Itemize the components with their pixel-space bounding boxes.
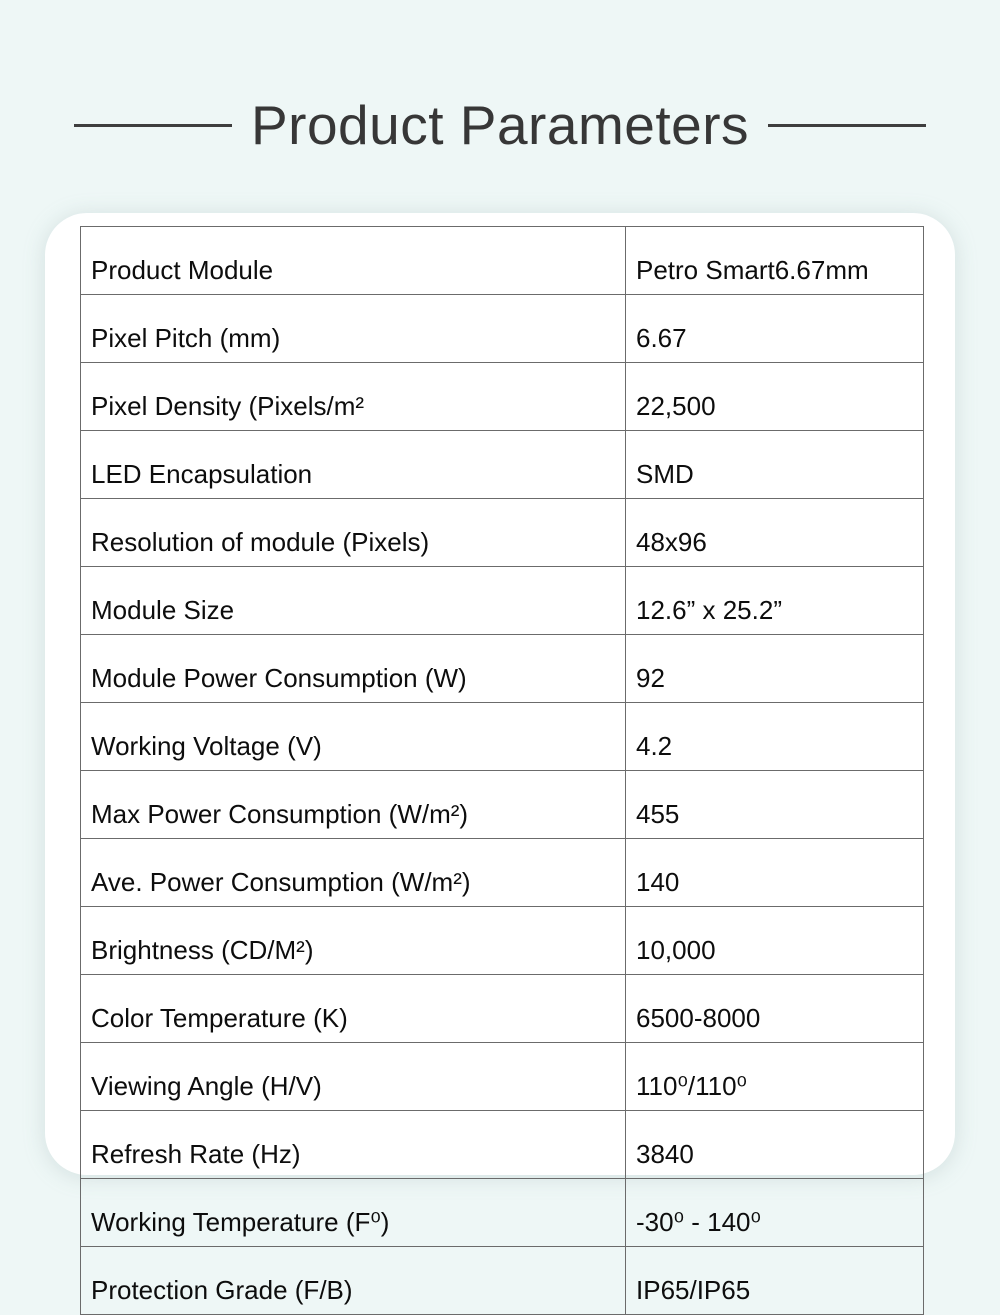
table-body: Product Module Petro Smart6.67mm Pixel P… [80, 226, 924, 1315]
parameter-value-cell: -30⁰ - 140⁰ [625, 1178, 924, 1247]
parameter-name-cell: Brightness (CD/M²) [80, 906, 626, 975]
table-row: Brightness (CD/M²) 10,000 [80, 906, 924, 975]
parameter-name-cell: Ave. Power Consumption (W/m²) [80, 838, 626, 907]
table-row: Pixel Density (Pixels/m² 22,500 [80, 362, 924, 431]
table-row: Max Power Consumption (W/m²) 455 [80, 770, 924, 839]
table-row: Resolution of module (Pixels) 48x96 [80, 498, 924, 567]
parameter-name-cell: Resolution of module (Pixels) [80, 498, 626, 567]
parameter-name-cell: Color Temperature (K) [80, 974, 626, 1043]
title-decorative-line-left [73, 123, 232, 127]
parameter-value-cell: Petro Smart6.67mm [625, 226, 924, 295]
parameter-value-cell: 22,500 [625, 362, 924, 431]
parameter-value-cell: 110⁰/110⁰ [625, 1042, 924, 1111]
table-row: Pixel Pitch (mm) 6.67 [80, 294, 924, 363]
parameter-name-cell: Refresh Rate (Hz) [80, 1110, 626, 1179]
parameter-value-cell: 48x96 [625, 498, 924, 567]
parameters-card: Product Module Petro Smart6.67mm Pixel P… [45, 213, 955, 1315]
parameter-value-cell: 4.2 [625, 702, 924, 771]
parameter-name-cell: Module Size [80, 566, 626, 635]
parameter-name-cell: Viewing Angle (H/V) [80, 1042, 626, 1111]
parameter-name-cell: Module Power Consumption (W) [80, 634, 626, 703]
table-row: Refresh Rate (Hz) 3840 [80, 1110, 924, 1179]
parameter-value-cell: IP65/IP65 [625, 1246, 924, 1315]
parameter-name-cell: Max Power Consumption (W/m²) [80, 770, 626, 839]
page-title: Product Parameters [250, 94, 750, 156]
parameter-name-cell: Working Temperature (F⁰) [80, 1178, 626, 1247]
table-row: Ave. Power Consumption (W/m²) 140 [80, 838, 924, 907]
table-row: LED Encapsulation SMD [80, 430, 924, 499]
parameter-name-cell: Pixel Density (Pixels/m² [80, 362, 626, 431]
table-row: Module Size 12.6” x 25.2” [80, 566, 924, 635]
table-row: Protection Grade (F/B) IP65/IP65 [80, 1246, 924, 1315]
table-row: Module Power Consumption (W) 92 [80, 634, 924, 703]
parameter-value-cell: 455 [625, 770, 924, 839]
parameter-name-cell: Protection Grade (F/B) [80, 1246, 626, 1315]
parameter-value-cell: 3840 [625, 1110, 924, 1179]
parameter-name-cell: Working Voltage (V) [80, 702, 626, 771]
table-row: Working Voltage (V) 4.2 [80, 702, 924, 771]
parameter-value-cell: 10,000 [625, 906, 924, 975]
table-row: Product Module Petro Smart6.67mm [80, 226, 924, 295]
section-title-row: Product Parameters [0, 93, 1000, 157]
parameter-value-cell: 12.6” x 25.2” [625, 566, 924, 635]
table-row: Viewing Angle (H/V) 110⁰/110⁰ [80, 1042, 924, 1111]
table-row: Color Temperature (K) 6500-8000 [80, 974, 924, 1043]
parameter-value-cell: 92 [625, 634, 924, 703]
parameter-value-cell: 6.67 [625, 294, 924, 363]
parameter-name-cell: Pixel Pitch (mm) [80, 294, 626, 363]
parameter-value-cell: SMD [625, 430, 924, 499]
parameter-value-cell: 6500-8000 [625, 974, 924, 1043]
table-row: Working Temperature (F⁰) -30⁰ - 140⁰ [80, 1178, 924, 1247]
product-parameters-table: Product Module Petro Smart6.67mm Pixel P… [80, 226, 924, 1315]
parameter-name-cell: LED Encapsulation [80, 430, 626, 499]
parameter-name-cell: Product Module [80, 226, 626, 295]
title-decorative-line-right [768, 123, 927, 127]
parameter-value-cell: 140 [625, 838, 924, 907]
